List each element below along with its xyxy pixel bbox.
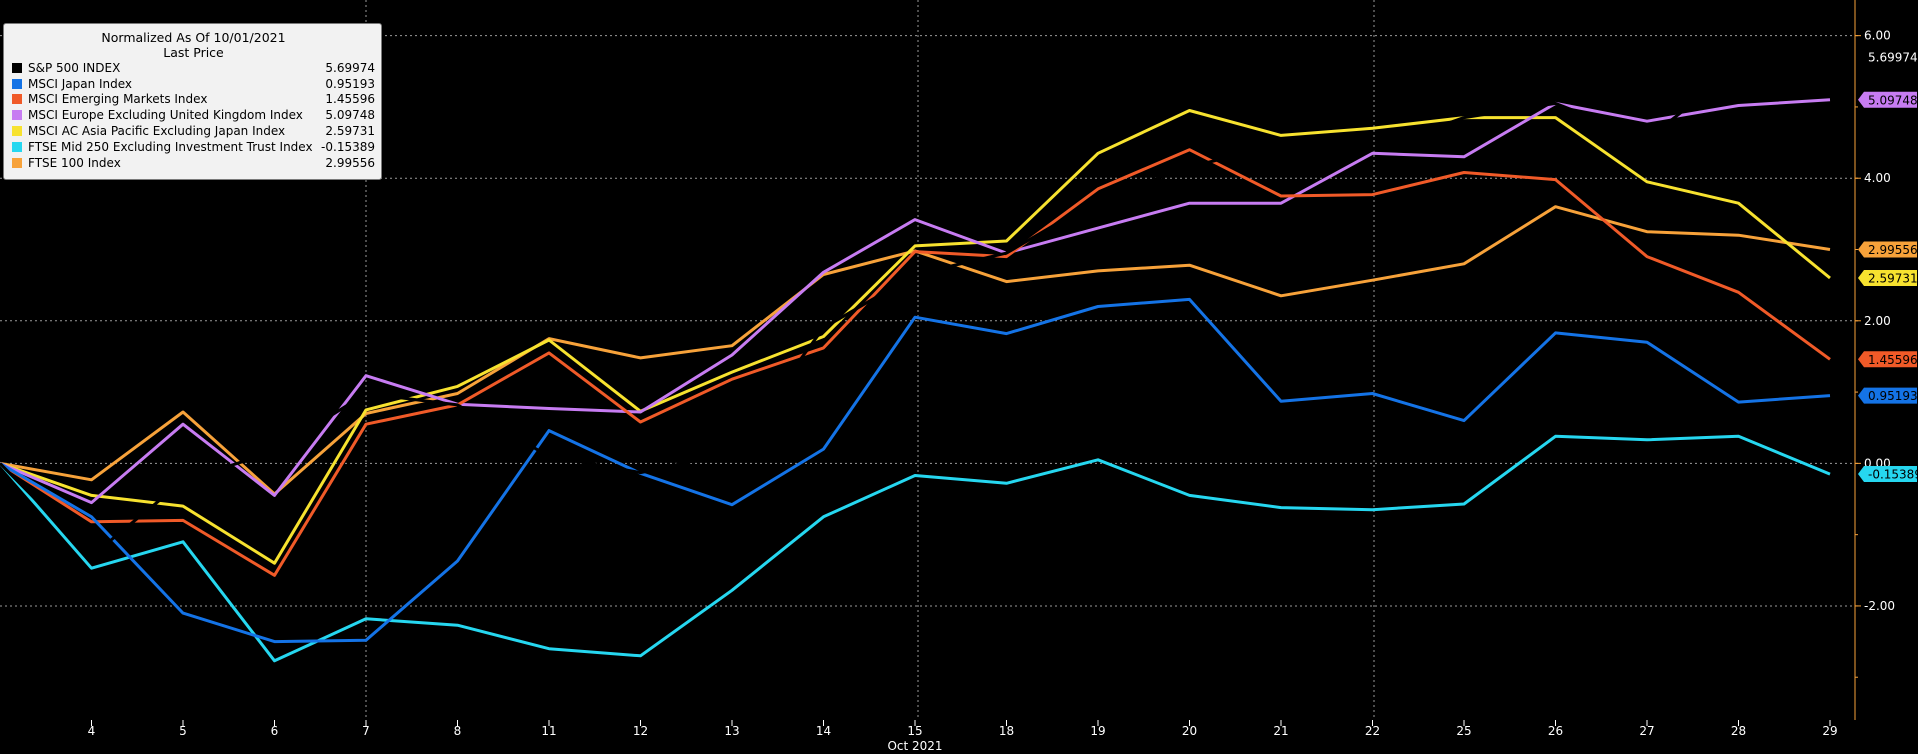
legend-swatch [12,141,22,152]
legend-swatch [12,126,22,137]
legend-value: 5.69974 [325,60,375,75]
x-tick-label: 18 [999,724,1014,738]
last-value-label: 2.59731 [1868,272,1918,286]
legend-value: 2.99556 [325,155,375,170]
legend-entry: MSCI Emerging Markets Index 1.45596 [12,92,375,108]
x-tick-label: 14 [816,724,831,738]
legend-entry: MSCI Japan Index 0.95193 [12,76,375,92]
x-tick-label: 4 [88,724,96,738]
last-value-label: 0.95193 [1868,389,1918,403]
legend-value: -0.15389 [321,139,375,154]
legend-swatch [12,157,22,168]
x-tick-label: 5 [179,724,187,738]
legend-name: S&P 500 INDEX [28,60,121,75]
series-line [0,148,1831,577]
legend-value: 5.09748 [325,108,375,123]
x-tick-label: 29 [1822,724,1837,738]
legend-name: FTSE Mid 250 Excluding Investment Trust … [28,139,313,154]
x-tick-label: 11 [541,724,556,738]
y-tick-label: 6.00 [1864,29,1891,43]
legend-entry: MSCI Europe Excluding United Kingdom Ind… [12,107,375,123]
last-value-label: 5.09748 [1868,93,1918,107]
legend-name: MSCI AC Asia Pacific Excluding Japan Ind… [28,124,286,139]
series-line [0,55,1831,558]
x-tick-label: 27 [1639,724,1654,738]
y-tick-label: 2.00 [1864,314,1891,328]
legend-value: 1.45596 [325,92,375,107]
last-value-tag [1858,49,1917,66]
legend-entry: FTSE Mid 250 Excluding Investment Trust … [12,139,375,155]
legend-swatch [12,94,22,105]
legend-entry: MSCI AC Asia Pacific Excluding Japan Ind… [12,123,375,139]
x-axis-label: Oct 2021 [887,739,942,753]
last-value-tags: 5.69974 5.09748 2.99556 2.59731 1.45596 0.951… [1858,49,1918,483]
x-axis: 4 5 6 7 8 11 12 13 14 15 18 19 20 21 22 25 26 27 28 29 Oct 2… [88,720,1838,753]
last-value-label: 1.45596 [1868,353,1918,367]
legend-value: 2.59731 [325,124,375,139]
legend-name: FTSE 100 Index [28,155,121,170]
legend-value: 0.95193 [325,76,375,91]
series-lines [0,55,1831,663]
x-tick-label: 6 [271,724,279,738]
last-value-tag [1858,241,1917,258]
x-tick-label: 13 [724,724,739,738]
legend-entry: S&P 500 INDEX 5.69974 [12,60,375,76]
x-tick-label: 12 [633,724,648,738]
y-tick-label: 4.00 [1864,171,1891,185]
legend-title: Normalized As Of 10/01/2021 [101,30,286,45]
x-tick-label: 25 [1456,724,1471,738]
x-tick-label: 21 [1273,724,1288,738]
last-value-label: 5.69974 [1868,51,1918,65]
legend-name: MSCI Emerging Markets Index [28,92,208,107]
series-line [0,98,1831,505]
legend-name: MSCI Japan Index [28,76,133,91]
last-value-label: -0.15389 [1868,468,1918,482]
x-tick-label: 20 [1182,724,1197,738]
last-value-label: 2.99556 [1868,243,1918,257]
x-tick-label: 8 [454,724,462,738]
x-tick-label: 7 [362,724,370,738]
series-line [0,297,1831,644]
x-tick-label: 26 [1548,724,1563,738]
last-value-tag [1858,466,1917,483]
legend: Normalized As Of 10/01/2021 Last Price S… [3,23,382,180]
legend-rows: S&P 500 INDEX 5.69974 MSCI Japan Index 0.95… [12,60,375,171]
x-tick-label: 28 [1731,724,1746,738]
legend-swatch [12,110,22,121]
last-value-tag [1858,351,1917,368]
last-value-tag [1858,270,1917,287]
x-tick-label: 22 [1365,724,1380,738]
legend-name: MSCI Europe Excluding United Kingdom Ind… [28,108,303,123]
last-value-tag [1858,91,1917,108]
legend-subtitle: Last Price [163,45,224,60]
legend-entry: FTSE 100 Index 2.99556 [12,155,375,171]
x-tick-label: 19 [1090,724,1105,738]
series-line [0,109,1831,565]
legend-swatch [12,78,22,89]
series-line [0,434,1831,663]
y-tick-label: -2.00 [1864,599,1895,613]
legend-swatch [12,62,22,73]
last-value-tag [1858,387,1917,404]
x-tick-label: 15 [907,724,922,738]
